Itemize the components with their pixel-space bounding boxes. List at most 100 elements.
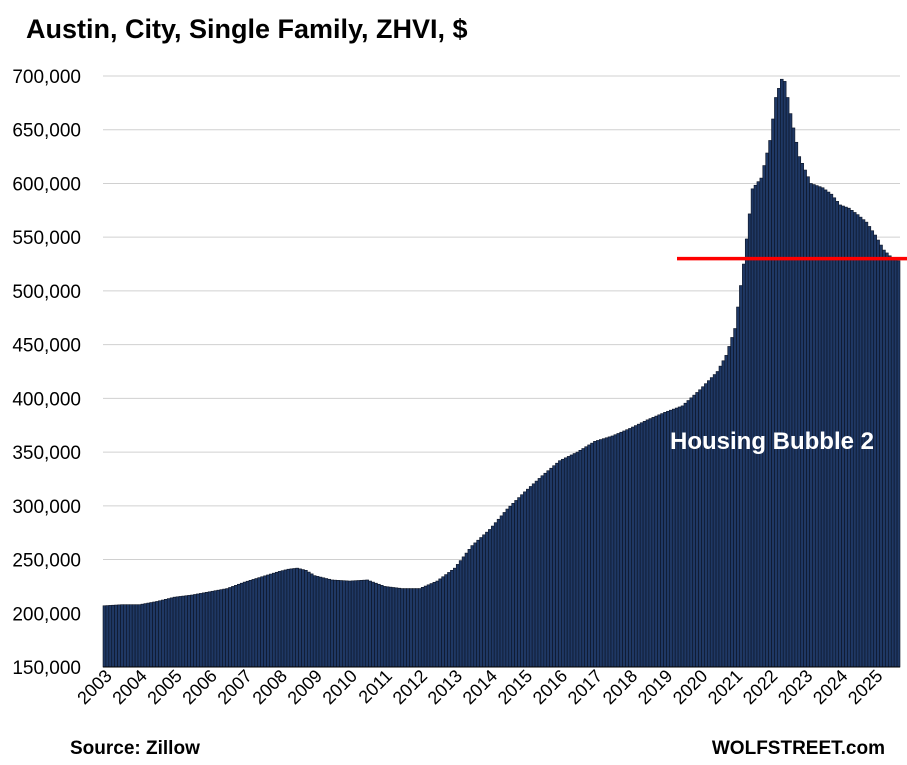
bar: [172, 596, 177, 668]
bar: [461, 556, 466, 668]
bar: [201, 592, 206, 668]
bar: [178, 596, 183, 668]
bar: [117, 604, 121, 668]
bar: [169, 597, 174, 668]
chart-title: Austin, City, Single Family, ZHVI, $: [26, 14, 468, 44]
bar: [254, 578, 259, 668]
bar: [263, 575, 267, 668]
bar: [225, 588, 229, 668]
bar: [774, 97, 778, 668]
bar: [415, 588, 419, 668]
bar: [353, 580, 358, 668]
bar: [505, 508, 510, 668]
bar: [812, 184, 816, 668]
bar: [666, 410, 670, 668]
bar: [298, 568, 302, 668]
x-tick-label: 2018: [599, 666, 641, 708]
x-tick-label: 2020: [669, 666, 711, 708]
bar: [791, 127, 796, 668]
bar: [149, 602, 153, 668]
bar: [488, 529, 492, 668]
bar: [601, 438, 606, 668]
bar: [502, 512, 507, 668]
bar: [482, 534, 486, 668]
bar: [473, 542, 477, 668]
bar: [704, 383, 708, 668]
bar: [794, 141, 799, 668]
bar: [152, 601, 156, 668]
bar: [339, 580, 343, 668]
bar: [645, 419, 650, 668]
bar: [467, 549, 472, 668]
bar: [575, 451, 580, 668]
bar: [803, 169, 807, 668]
bar: [388, 586, 393, 668]
x-tick-label: 2014: [459, 666, 501, 708]
x-tick-label: 2011: [355, 666, 397, 708]
x-tick-label: 2013: [424, 666, 466, 708]
bar: [581, 448, 586, 668]
bar: [715, 371, 720, 668]
bar: [295, 567, 299, 668]
bar: [730, 337, 734, 668]
bar: [403, 588, 407, 668]
bar: [561, 458, 565, 668]
bar: [593, 441, 597, 668]
bar: [423, 585, 428, 668]
bar: [543, 472, 548, 668]
bar: [126, 604, 130, 668]
bar: [210, 590, 215, 668]
bar: [771, 118, 775, 668]
bar: [219, 589, 223, 668]
bar: [312, 575, 317, 668]
bar: [485, 531, 489, 668]
bar: [759, 177, 764, 668]
bar: [496, 518, 501, 668]
bar: [782, 81, 787, 668]
bar: [546, 470, 550, 668]
bar: [453, 567, 457, 668]
bar: [493, 522, 498, 668]
x-axis-tick-labels: 2003200420052006200720082009201020112012…: [73, 666, 886, 708]
bar: [207, 591, 212, 668]
bar: [420, 587, 425, 668]
bar: [636, 423, 641, 668]
bar: [464, 552, 469, 668]
bar: [587, 444, 591, 668]
bar: [417, 588, 422, 668]
bar: [280, 570, 285, 668]
bar: [204, 592, 209, 668]
bar: [146, 602, 151, 668]
bar: [613, 434, 618, 668]
bar: [777, 88, 781, 668]
bar: [371, 581, 375, 668]
bar: [479, 537, 483, 668]
bar: [356, 580, 361, 668]
bar: [187, 595, 191, 668]
brand-watermark: WOLFSTREET.com: [711, 738, 885, 759]
bar: [336, 580, 340, 668]
bar: [584, 446, 588, 668]
bar: [566, 456, 571, 668]
bar: [324, 578, 329, 668]
bar: [234, 585, 238, 668]
bar: [432, 581, 437, 668]
x-tick-label: 2009: [284, 666, 326, 708]
x-tick-label: 2010: [319, 666, 361, 708]
bar: [242, 581, 247, 668]
bar: [707, 380, 711, 668]
bar: [879, 244, 883, 668]
bar: [377, 583, 381, 668]
bar: [184, 595, 188, 668]
bar: [304, 569, 308, 668]
bar: [330, 579, 334, 668]
bar: [896, 260, 901, 668]
bar: [120, 604, 124, 668]
bar: [712, 374, 717, 668]
bar: [526, 488, 530, 668]
bar: [321, 577, 326, 668]
bar: [350, 580, 355, 668]
bar: [882, 249, 886, 668]
bar: [239, 582, 244, 668]
